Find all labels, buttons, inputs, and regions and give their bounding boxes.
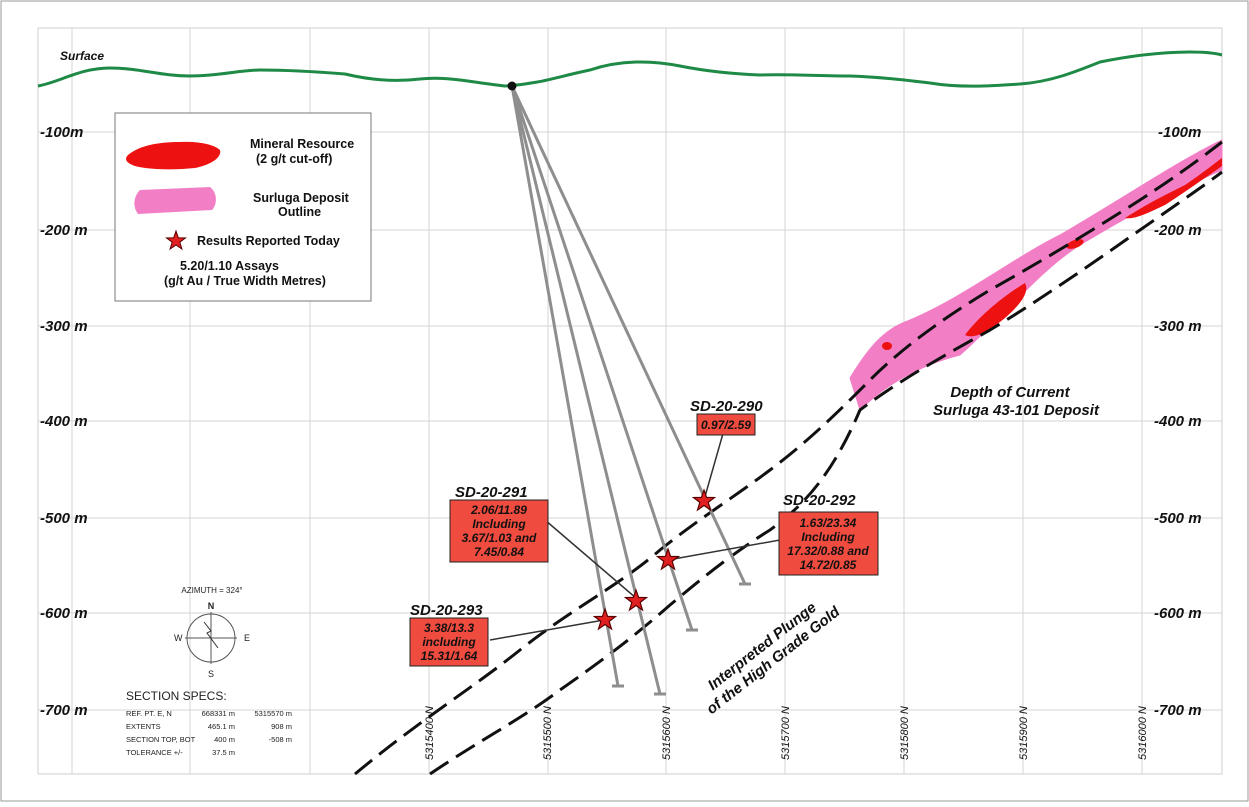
callout-sd-20-290: SD-20-290 0.97/2.59 <box>690 398 763 436</box>
assay-line: 0.97/2.59 <box>701 418 751 432</box>
depth-label-right: -300 m <box>1154 318 1202 335</box>
hole-name: SD-20-290 <box>690 398 763 415</box>
spec-value: 908 m <box>271 722 292 731</box>
spec-value: -508 m <box>269 735 292 744</box>
compass: AZIMUTH = 324° N S E W <box>174 586 250 679</box>
depth-label-right: -500 m <box>1154 510 1202 527</box>
northing-label: 5315400 N <box>424 706 436 760</box>
star-sd-20-290 <box>691 488 717 512</box>
star-sd-20-292 <box>655 547 681 571</box>
spec-label: TOLERANCE +/- <box>126 748 183 757</box>
legend-results-label: Results Reported Today <box>197 234 340 248</box>
depth-label-right: -400 m <box>1154 413 1202 430</box>
depth-label-right: -700 m <box>1154 702 1202 719</box>
mineral-resource-blobs <box>882 158 1222 350</box>
legend-mineral-swatch <box>126 141 221 170</box>
plot-area <box>37 27 1223 775</box>
depth-axis-right: -100m -200 m -300 m -400 m -500 m -600 m… <box>1154 124 1202 719</box>
lower-plunge-boundary <box>429 170 1223 776</box>
legend-star <box>165 229 187 251</box>
legend-assays-label: 5.20/1.10 Assays <box>180 259 279 273</box>
hole-name: SD-20-293 <box>410 602 483 619</box>
surface-label: Surface <box>60 49 104 63</box>
spec-value: 5315570 m <box>254 709 292 718</box>
depth-label-right: -200 m <box>1154 222 1202 239</box>
azimuth-arrow-icon <box>203 621 219 649</box>
assay-line: Including <box>801 530 855 544</box>
compass-s: S <box>208 669 214 679</box>
legend-assay-units-label: (g/t Au / True Width Metres) <box>164 274 326 288</box>
assay-line: 2.06/11.89 <box>470 503 527 517</box>
assay-line: 1.63/23.34 <box>800 516 857 530</box>
hole-name: SD-20-291 <box>455 484 528 501</box>
northing-label: 5315900 N <box>1018 706 1030 760</box>
assay-box <box>409 617 489 667</box>
assay-line: 3.67/1.03 and <box>462 531 537 545</box>
surface-topography-line <box>37 50 1223 88</box>
depth-label-left: -600 m <box>40 605 88 622</box>
spec-label: SECTION TOP, BOT <box>126 735 196 744</box>
northing-label: 5316000 N <box>1137 706 1149 760</box>
upper-plunge-boundary <box>354 140 1223 776</box>
compass-e: E <box>244 633 250 643</box>
spec-value: 37.5 m <box>212 748 235 757</box>
legend: Mineral Resource (2 g/t cut-off) Surluga… <box>126 137 354 288</box>
azimuth-label: AZIMUTH = 324° <box>181 586 242 595</box>
drill-collar <box>507 81 517 91</box>
assay-box <box>778 511 879 576</box>
depth-current-label: Depth of Current <box>950 384 1070 401</box>
depth-label-left: -100m <box>40 124 83 141</box>
callout-sd-20-293: SD-20-293 3.38/13.3 including 15.31/1.64 <box>409 602 489 667</box>
spec-label: EXTENTS <box>126 722 161 731</box>
callout-sd-20-291: SD-20-291 2.06/11.89 Including 3.67/1.03… <box>449 484 549 563</box>
assay-box <box>449 499 549 563</box>
assay-line: including <box>422 635 476 649</box>
section-specs: SECTION SPECS: REF. PT. E, N 668331 m 53… <box>126 689 292 757</box>
northing-axis: 5315400 N 5315500 N 5315600 N 5315700 N … <box>424 706 1149 760</box>
spec-value: 465.1 m <box>208 722 235 731</box>
spec-value: 400 m <box>214 735 235 744</box>
assay-line: Including <box>472 517 526 531</box>
star-sd-20-291 <box>623 588 649 612</box>
legend-outline-label: Outline <box>278 205 321 219</box>
depth-label-left: -500 m <box>40 510 88 527</box>
compass-w: W <box>174 633 183 643</box>
assay-line: 7.45/0.84 <box>474 545 524 559</box>
legend-mineral-label: Mineral Resource <box>250 137 354 151</box>
result-stars <box>592 488 717 631</box>
depth-current-label: Surluga 43-101 Deposit <box>933 402 1100 419</box>
compass-n: N <box>208 601 215 611</box>
depth-label-right: -600 m <box>1154 605 1202 622</box>
depth-axis-left: -100m -200 m -300 m -400 m -500 m -600 m… <box>40 124 88 719</box>
depth-label-left: -400 m <box>40 413 88 430</box>
northing-label: 5315600 N <box>661 706 673 760</box>
assay-line: 17.32/0.88 and <box>787 544 869 558</box>
northing-label: 5315800 N <box>899 706 911 760</box>
depth-label-left: -200 m <box>40 222 88 239</box>
legend-deposit-label: Surluga Deposit <box>253 191 350 205</box>
assay-line: 3.38/13.3 <box>424 621 474 635</box>
spec-value: 668331 m <box>202 709 235 718</box>
specs-title: SECTION SPECS: <box>126 689 227 703</box>
assay-line: 15.31/1.64 <box>421 649 478 663</box>
depth-label-left: -300 m <box>40 318 88 335</box>
callout-sd-20-292: SD-20-292 1.63/23.34 Including 17.32/0.8… <box>778 492 879 576</box>
leader-lines <box>489 429 781 641</box>
hole-name: SD-20-292 <box>783 492 856 509</box>
assay-box <box>696 413 756 436</box>
spec-label: REF. PT. E, N <box>126 709 172 718</box>
star-sd-20-293 <box>592 607 618 631</box>
legend-deposit-swatch <box>134 187 216 214</box>
drill-trace-sd-20-293 <box>510 85 620 687</box>
northing-label: 5315500 N <box>542 706 554 760</box>
depth-label-left: -700 m <box>40 702 88 719</box>
northing-label: 5315700 N <box>780 706 792 760</box>
depth-label-right: -100m <box>1158 124 1201 141</box>
assay-line: 14.72/0.85 <box>800 558 857 572</box>
drill-trace-sd-20-292 <box>510 85 694 631</box>
legend-cutoff-label: (2 g/t cut-off) <box>256 152 332 166</box>
